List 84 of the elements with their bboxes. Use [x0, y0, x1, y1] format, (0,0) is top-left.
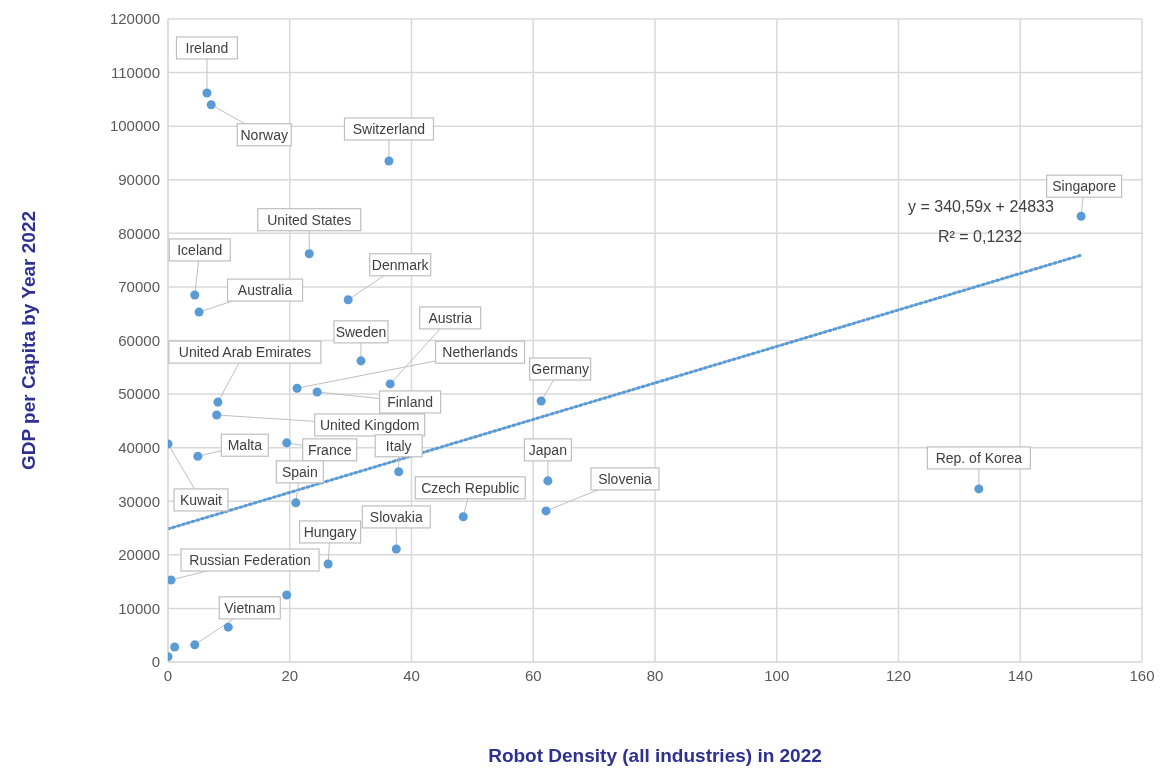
annotation: Malta: [227, 437, 263, 454]
y-tick-label: 50000: [118, 385, 160, 403]
annotation: Switzerland: [352, 121, 426, 137]
point: [343, 295, 353, 305]
x-tick-label: 140: [1007, 666, 1033, 684]
point: [202, 88, 212, 98]
x-tick-label: 160: [1129, 666, 1155, 684]
annotation: Slovenia: [598, 470, 653, 487]
point: [193, 451, 203, 461]
annotation: Australia: [237, 282, 293, 299]
y-tick-label: 120000: [109, 10, 160, 28]
point: [1076, 211, 1086, 221]
annotation: France: [307, 441, 352, 458]
point: [170, 642, 180, 652]
point: [206, 100, 216, 110]
point: [292, 383, 302, 393]
point: [291, 498, 301, 508]
y-tick-label: 90000: [118, 171, 160, 189]
point: [391, 544, 401, 554]
annotation: United Arab Emirates: [178, 344, 312, 361]
x-tick-label: 0: [163, 666, 173, 684]
x-tick-label: 80: [646, 666, 664, 684]
annotation: R² = 0,1232: [938, 228, 1023, 246]
annotation: Italy: [385, 437, 412, 454]
x-axis-title: Robot Density (all industries) in 2022: [488, 745, 822, 766]
annotation: Iceland: [177, 241, 223, 258]
annotation: Japan: [528, 441, 567, 458]
annotation: Austria: [428, 309, 473, 326]
point: [212, 410, 222, 420]
annotation: Spain: [281, 463, 318, 480]
x-tick-label: 60: [524, 666, 542, 684]
annotation: Sweden: [335, 323, 387, 340]
annotation: Norway: [240, 126, 288, 143]
point: [541, 506, 551, 516]
point: [974, 484, 984, 494]
annotation: Slovakia: [369, 508, 423, 525]
annotation: Rep. of Korea: [935, 449, 1023, 466]
annotation: Finland: [387, 393, 434, 410]
annotation: Czech Republic: [421, 479, 520, 496]
x-tick-label: 40: [403, 666, 420, 684]
point: [536, 396, 546, 406]
y-tick-label: 20000: [118, 546, 160, 564]
annotation: Russian Federation: [189, 552, 311, 569]
x-tick-label: 100: [764, 666, 790, 684]
y-tick-label: 40000: [118, 438, 160, 456]
point: [282, 438, 292, 448]
point: [385, 379, 395, 389]
point: [282, 590, 292, 600]
y-tick-label: 30000: [118, 492, 160, 510]
annotation: Netherlands: [442, 344, 518, 361]
annotation: Ireland: [185, 39, 229, 56]
point: [543, 476, 553, 486]
point: [190, 290, 200, 300]
y-axis-title: GDP per Capita by Year 2022: [17, 210, 39, 471]
point: [304, 249, 314, 259]
y-tick-label: 60000: [118, 331, 160, 349]
annotation: Kuwait: [179, 491, 223, 508]
point: [312, 387, 322, 397]
annotation: United States: [267, 211, 352, 228]
y-tick-label: 0: [151, 653, 160, 671]
x-tick-label: 20: [281, 666, 299, 684]
point: [394, 467, 404, 477]
point: [223, 622, 233, 632]
annotation: Germany: [531, 361, 589, 378]
point: [458, 512, 468, 522]
y-tick-label: 110000: [111, 63, 160, 81]
y-tick-label: 100000: [109, 117, 160, 135]
annotation: United Kingdom: [319, 416, 420, 433]
y-tick-label: 70000: [118, 278, 160, 296]
point: [213, 397, 223, 407]
annotation: y = 340,59x + 24833: [908, 198, 1054, 216]
annotation: Denmark: [371, 256, 430, 273]
point: [168, 575, 176, 585]
point: [190, 640, 200, 650]
annotation: Hungary: [303, 523, 357, 540]
point: [384, 156, 394, 166]
annotation: Singapore: [1052, 178, 1117, 195]
annotation: Vietnam: [224, 599, 276, 616]
point: [356, 356, 366, 366]
point: [194, 307, 204, 317]
point: [323, 559, 333, 569]
y-tick-label: 80000: [118, 224, 160, 242]
x-tick-label: 120: [885, 666, 912, 684]
y-tick-label: 10000: [118, 599, 160, 617]
